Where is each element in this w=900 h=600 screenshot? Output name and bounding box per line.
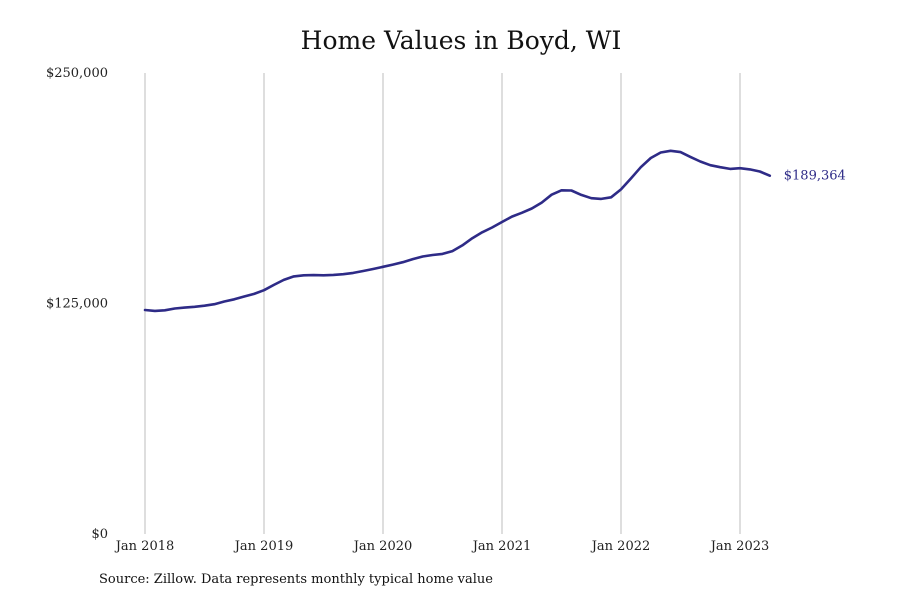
source-note: Source: Zillow. Data represents monthly … [99,572,493,587]
x-tick-label: Jan 2019 [233,539,294,554]
x-tick-label: Jan 2023 [709,539,770,554]
y-axis-ticks: $0 $125,000 $250,000 [46,66,108,542]
x-tick-label: Jan 2020 [352,539,413,554]
x-axis-ticks: Jan 2018 Jan 2019 Jan 2020 Jan 2021 Jan 2022… [114,539,770,554]
y-tick-label: $0 [91,527,108,542]
x-tick-label: Jan 2021 [471,539,532,554]
x-tick-label: Jan 2018 [114,539,175,554]
series-layer [143,149,772,313]
chart-title: Home Values in Boyd, WI [300,26,622,55]
x-tick-label: Jan 2022 [590,539,651,554]
end-label-layer: $189,364 [784,169,846,184]
y-tick-label: $125,000 [46,297,108,312]
series-line-0 [143,149,772,313]
gridlines [144,73,741,534]
y-tick-label: $250,000 [46,66,108,81]
end-value-label: $189,364 [784,169,846,184]
